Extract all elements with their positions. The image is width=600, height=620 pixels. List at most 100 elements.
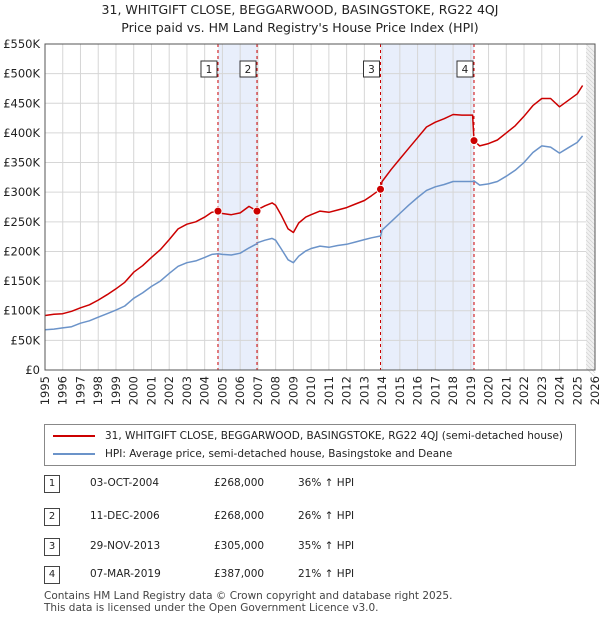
sale-marker-box bbox=[456, 60, 474, 78]
y-tick-label: £0 bbox=[25, 363, 40, 377]
sale-marker-label: 3 bbox=[368, 64, 375, 76]
sale-row: 4 07-MAR-2019 £387,000 21% ↑ HPI bbox=[40, 566, 440, 584]
x-tick-label: 2026 bbox=[588, 376, 600, 405]
y-tick-label: £300K bbox=[3, 185, 40, 199]
x-tick-label: 2018 bbox=[446, 376, 460, 405]
sale-marker-box bbox=[363, 60, 380, 78]
hpi-series-line bbox=[44, 135, 584, 331]
future-hatch bbox=[585, 259, 596, 270]
sale-hpi: 36% ↑ HPI bbox=[298, 477, 355, 489]
future-hatch bbox=[585, 123, 596, 134]
future-hatch bbox=[585, 111, 596, 122]
x-tick-label: 2022 bbox=[517, 376, 531, 405]
sale-date: 07-MAR-2019 bbox=[90, 568, 161, 580]
x-tick-label: 2006 bbox=[233, 376, 247, 405]
y-tick-label: £100K bbox=[3, 304, 40, 318]
x-tick-label: 1999 bbox=[109, 376, 123, 405]
future-hatch bbox=[585, 359, 596, 370]
future-hatch bbox=[585, 247, 596, 258]
y-tick-label: £400K bbox=[3, 126, 40, 140]
future-hatch bbox=[585, 103, 596, 114]
future-hatch bbox=[585, 167, 596, 178]
y-tick-label: £150K bbox=[3, 274, 40, 288]
x-tick-label: 2017 bbox=[428, 376, 442, 405]
sale-price: £387,000 bbox=[214, 568, 265, 580]
future-hatch bbox=[585, 79, 596, 90]
x-tick-label: 2019 bbox=[464, 376, 478, 405]
future-hatch bbox=[585, 203, 596, 214]
legend-label-property: 31, WHITGIFT CLOSE, BEGGARWOOD, BASINGST… bbox=[105, 430, 564, 442]
future-hatch bbox=[585, 279, 596, 290]
future-hatch bbox=[585, 219, 596, 230]
x-tick-label: 2016 bbox=[411, 376, 425, 405]
future-hatch bbox=[585, 127, 596, 138]
legend-item-property: 31, WHITGIFT CLOSE, BEGGARWOOD, BASINGST… bbox=[53, 428, 563, 444]
future-hatch bbox=[585, 227, 596, 238]
future-hatch bbox=[585, 287, 596, 298]
future-hatch bbox=[585, 327, 596, 338]
future-hatch bbox=[585, 83, 596, 94]
future-region bbox=[586, 44, 595, 370]
x-tick-label: 2024 bbox=[553, 376, 567, 405]
sale-point bbox=[213, 206, 223, 216]
future-hatch bbox=[585, 159, 596, 170]
future-hatch bbox=[585, 315, 596, 326]
sale-marker-box bbox=[239, 60, 257, 78]
future-hatch bbox=[585, 87, 596, 98]
future-hatch bbox=[585, 147, 596, 158]
future-hatch bbox=[585, 275, 596, 286]
x-tick-label: 2002 bbox=[162, 376, 176, 405]
sale-price: £268,000 bbox=[214, 477, 265, 489]
future-hatch bbox=[585, 207, 596, 218]
x-tick-label: 1997 bbox=[73, 376, 87, 405]
property-series-line bbox=[44, 85, 584, 317]
sale-number: 4 bbox=[44, 566, 60, 584]
future-hatch bbox=[585, 51, 596, 62]
x-tick-label: 2009 bbox=[286, 376, 300, 405]
future-hatch bbox=[585, 71, 596, 82]
future-hatch bbox=[585, 307, 596, 318]
x-tick-label: 2011 bbox=[322, 376, 336, 405]
x-tick-label: 2023 bbox=[535, 376, 549, 405]
future-hatch bbox=[585, 195, 596, 206]
sale-marker-box bbox=[200, 60, 218, 78]
sale-hpi: 35% ↑ HPI bbox=[298, 540, 355, 552]
x-tick-label: 2014 bbox=[375, 376, 389, 405]
chart-subtitle: Price paid vs. HM Land Registry's House … bbox=[121, 20, 479, 35]
y-tick-label: £550K bbox=[3, 37, 40, 51]
future-hatch bbox=[585, 95, 596, 106]
future-hatch bbox=[585, 175, 596, 186]
future-hatch bbox=[585, 235, 596, 246]
sale-point bbox=[376, 184, 385, 194]
future-hatch bbox=[585, 135, 596, 146]
future-hatch bbox=[585, 335, 596, 346]
future-hatch bbox=[585, 99, 596, 110]
future-hatch bbox=[585, 211, 596, 222]
future-hatch bbox=[585, 271, 596, 282]
future-hatch bbox=[585, 367, 596, 378]
x-tick-label: 2010 bbox=[304, 376, 318, 405]
x-tick-label: 2004 bbox=[198, 376, 212, 405]
future-hatch bbox=[585, 115, 596, 126]
future-hatch bbox=[585, 215, 596, 226]
future-hatch bbox=[585, 183, 596, 194]
sale-hpi: 26% ↑ HPI bbox=[298, 510, 355, 522]
future-hatch bbox=[585, 151, 596, 162]
future-hatch bbox=[585, 155, 596, 166]
future-hatch bbox=[585, 55, 596, 66]
future-hatch bbox=[585, 171, 596, 182]
x-tick-label: 2012 bbox=[340, 376, 354, 405]
future-hatch bbox=[585, 139, 596, 150]
future-hatch bbox=[585, 107, 596, 118]
future-hatch bbox=[585, 179, 596, 190]
x-tick-label: 2025 bbox=[570, 376, 584, 405]
future-hatch bbox=[585, 283, 596, 294]
future-hatch bbox=[585, 91, 596, 102]
y-tick-label: £250K bbox=[3, 215, 40, 229]
x-tick-label: 2003 bbox=[180, 376, 194, 405]
legend-label-hpi: HPI: Average price, semi-detached house,… bbox=[105, 448, 453, 460]
x-tick-label: 2007 bbox=[251, 376, 265, 405]
future-hatch bbox=[585, 263, 596, 274]
sale-number: 2 bbox=[44, 508, 60, 526]
x-tick-label: 1998 bbox=[91, 376, 105, 405]
